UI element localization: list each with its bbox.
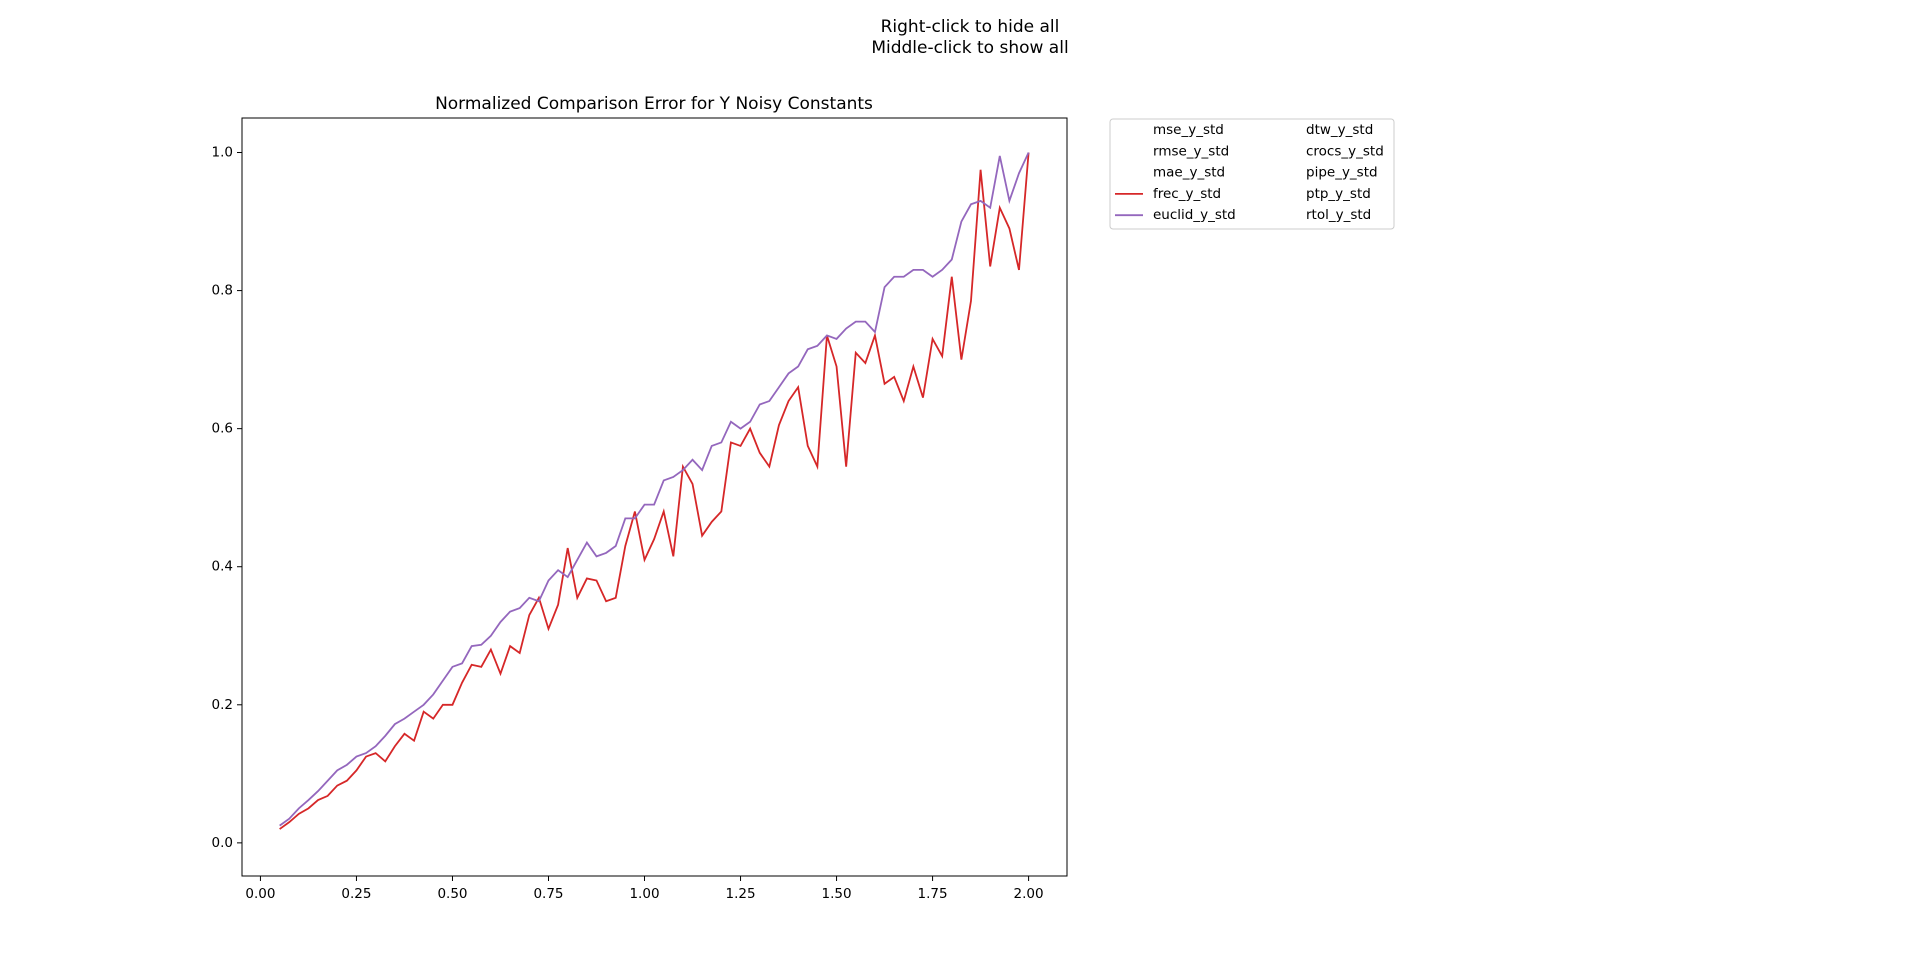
y-tick-label: 0.6 xyxy=(212,421,233,437)
x-tick-label: 1.75 xyxy=(918,886,948,902)
x-tick-label: 1.25 xyxy=(726,886,756,902)
x-tick-label: 0.00 xyxy=(245,886,275,902)
legend-label: rtol_y_std xyxy=(1306,207,1371,223)
data-line xyxy=(279,152,1030,830)
y-tick-label: 0.0 xyxy=(212,835,233,851)
x-tick-label: 0.25 xyxy=(341,886,371,902)
header-line: Right-click to hide all xyxy=(881,17,1060,37)
legend-label: crocs_y_std xyxy=(1306,143,1384,159)
legend-label: rmse_y_std xyxy=(1153,143,1229,159)
chart-title: Normalized Comparison Error for Y Noisy … xyxy=(435,94,873,114)
legend-label: pipe_y_std xyxy=(1306,165,1378,181)
x-tick-label: 0.75 xyxy=(533,886,563,902)
header-line: Middle-click to show all xyxy=(871,38,1068,58)
legend-label: ptp_y_std xyxy=(1306,186,1371,202)
legend-label: mse_y_std xyxy=(1153,122,1224,138)
x-tick-label: 1.50 xyxy=(822,886,852,902)
y-tick-label: 0.8 xyxy=(212,283,233,299)
y-tick-label: 0.4 xyxy=(212,559,233,575)
legend-label: frec_y_std xyxy=(1153,186,1221,202)
legend-label: dtw_y_std xyxy=(1306,122,1373,138)
legend-label: euclid_y_std xyxy=(1153,207,1236,223)
legend-frame xyxy=(1109,118,1395,230)
axes-frame xyxy=(241,117,1068,877)
y-tick-label: 1.0 xyxy=(212,145,233,161)
x-tick-label: 2.00 xyxy=(1014,886,1044,902)
legend-label: mae_y_std xyxy=(1153,165,1225,181)
x-tick-label: 0.50 xyxy=(437,886,467,902)
y-tick-label: 0.2 xyxy=(212,697,233,713)
legend: mse_y_std rmse_y_std mae_y_std frec_y_stdeu… xyxy=(1109,118,1395,230)
x-tick-label: 1.00 xyxy=(629,886,659,902)
data-line xyxy=(279,152,1030,827)
